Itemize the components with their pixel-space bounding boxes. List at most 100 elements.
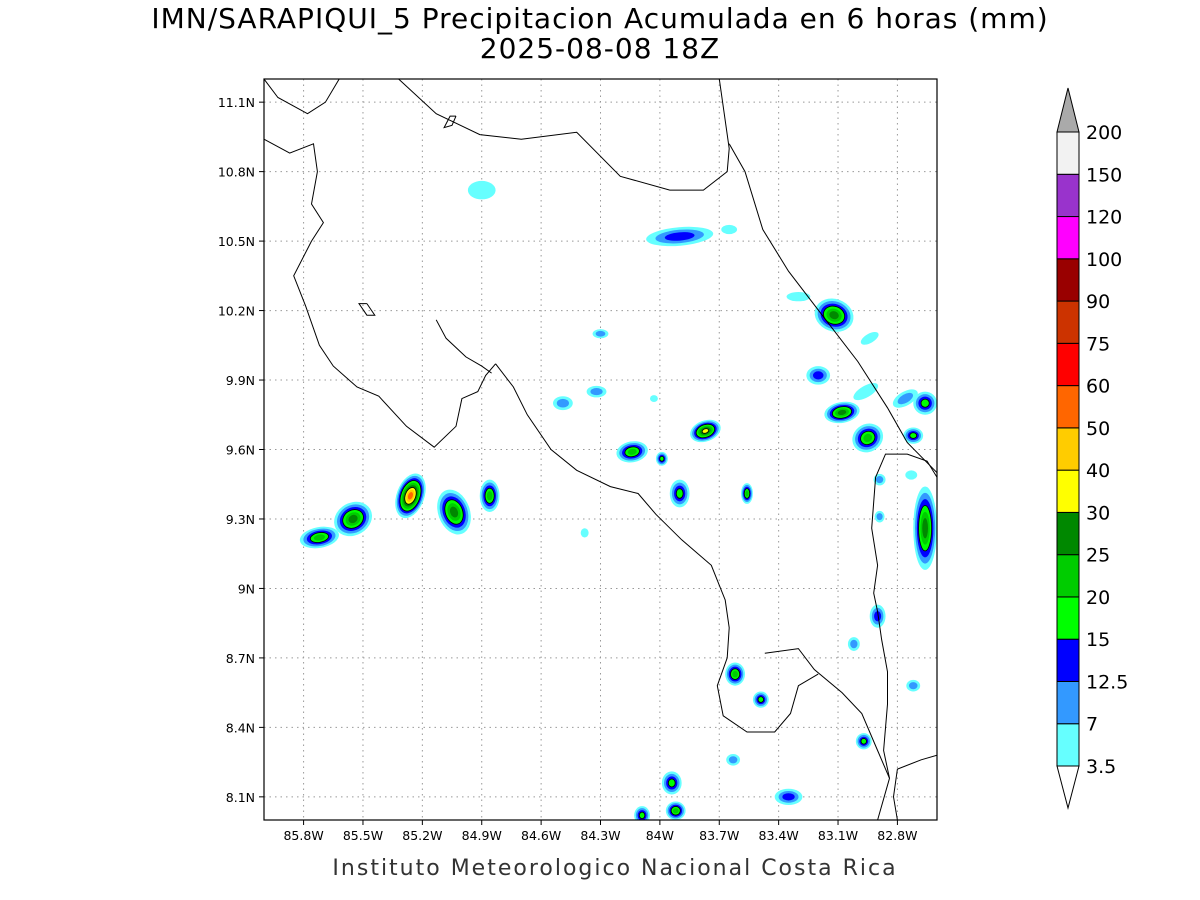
colorbar-label: 15 bbox=[1086, 629, 1110, 651]
colorbar-label: 30 bbox=[1086, 502, 1110, 524]
coastline bbox=[764, 648, 891, 820]
precip-contour bbox=[860, 331, 879, 345]
precip-contour bbox=[863, 433, 873, 443]
precip-cell bbox=[395, 473, 426, 519]
precip-contour bbox=[721, 224, 738, 235]
precip-contour bbox=[732, 670, 738, 678]
precip-cell bbox=[586, 385, 607, 398]
precip-contour bbox=[786, 292, 811, 302]
lon-tick-label: 84.9W bbox=[462, 828, 502, 843]
colorbar-swatch bbox=[1056, 300, 1080, 344]
lat-tick-label: 9N bbox=[238, 581, 255, 596]
precip-contour bbox=[595, 330, 606, 337]
lon-tick-label: 83.7W bbox=[699, 828, 739, 843]
precip-contour bbox=[853, 383, 879, 401]
colorbar-swatch bbox=[1056, 216, 1080, 260]
precip-contour bbox=[675, 488, 684, 499]
precip-contour bbox=[837, 409, 847, 416]
precip-cell bbox=[905, 470, 918, 480]
precip-cell bbox=[869, 604, 886, 628]
coastline bbox=[435, 319, 492, 374]
precip-contour bbox=[449, 506, 459, 518]
lat-tick-label: 10.2N bbox=[218, 304, 255, 319]
precip-cell bbox=[903, 427, 924, 444]
colorbar-label: 20 bbox=[1086, 587, 1110, 609]
colorbar-label: 200 bbox=[1086, 122, 1122, 144]
precip-contour bbox=[860, 738, 867, 745]
precip-contour bbox=[701, 428, 710, 434]
lat-tick-label: 8.1N bbox=[226, 790, 255, 805]
precip-contour bbox=[667, 778, 676, 788]
precip-contour bbox=[659, 455, 665, 462]
precip-contour bbox=[649, 395, 658, 403]
precip-cell bbox=[860, 331, 879, 345]
precip-cell bbox=[873, 473, 886, 486]
precip-contour bbox=[829, 311, 839, 320]
colorbar-swatch bbox=[1056, 723, 1080, 767]
footer-credit: Instituto Meteorologico Nacional Costa R… bbox=[332, 856, 898, 881]
coastline bbox=[495, 363, 819, 733]
lat-tick-label: 9.6N bbox=[226, 443, 255, 458]
colorbar-swatch bbox=[1056, 554, 1080, 598]
precip-cell bbox=[814, 298, 854, 332]
precip-contour bbox=[757, 696, 764, 703]
colorbar-swatch bbox=[1056, 427, 1080, 471]
lon-tick-label: 85.2W bbox=[402, 828, 442, 843]
precip-cell bbox=[913, 391, 937, 415]
colorbar-label: 12.5 bbox=[1086, 671, 1128, 693]
colorbar-label: 75 bbox=[1086, 333, 1110, 355]
precip-cell bbox=[806, 366, 831, 385]
coastline bbox=[892, 754, 937, 820]
coastline bbox=[358, 303, 376, 316]
coastlines bbox=[264, 79, 937, 820]
precip-contour bbox=[580, 528, 589, 538]
coastline bbox=[264, 138, 496, 448]
lat-tick-label: 8.7N bbox=[226, 651, 255, 666]
lon-tick-label: 85.8W bbox=[283, 828, 323, 843]
lat-tick-label: 8.4N bbox=[226, 720, 255, 735]
precip-cell bbox=[741, 483, 753, 504]
lon-tick-label: 85.5W bbox=[343, 828, 383, 843]
precip-contour bbox=[905, 470, 918, 480]
lat-tick-label: 10.8N bbox=[218, 165, 255, 180]
lat-tick-label: 9.9N bbox=[226, 373, 255, 388]
colorbar: 3.5 7 12.5 15 20 25 30 40 50 60 75 90 100 120 150 200 bbox=[1056, 87, 1128, 810]
precip-cell bbox=[634, 806, 650, 820]
precip-cell bbox=[774, 788, 803, 805]
coastline bbox=[728, 143, 937, 474]
precip-contour bbox=[672, 808, 679, 814]
colorbar-swatch bbox=[1056, 385, 1080, 429]
colorbar-label: 7 bbox=[1086, 714, 1098, 736]
axis-ticks: 85.8W 85.5W 85.2W 84.9W 84.6W 84.3W 84W 83.7W 83… bbox=[218, 95, 918, 843]
precip-contour bbox=[627, 448, 637, 455]
precip-cell bbox=[592, 329, 609, 339]
precip-contour bbox=[348, 514, 358, 524]
colorbar-swatch bbox=[1056, 342, 1080, 387]
colorbar-label: 90 bbox=[1086, 291, 1110, 313]
precip-contour bbox=[920, 398, 930, 408]
precip-cell bbox=[913, 486, 937, 570]
colorbar-label: 3.5 bbox=[1086, 756, 1116, 778]
precip-contour bbox=[313, 534, 326, 541]
precip-cell bbox=[725, 662, 745, 686]
precip-contour bbox=[556, 398, 569, 408]
colorbar-label: 25 bbox=[1086, 545, 1110, 567]
chart-subtitle-date: 2025-08-08 18Z bbox=[479, 32, 721, 65]
precip-contours bbox=[299, 180, 937, 820]
precip-contour bbox=[922, 518, 929, 539]
lat-tick-label: 10.5N bbox=[218, 234, 255, 249]
precip-cell bbox=[479, 479, 500, 513]
precip-cell bbox=[661, 771, 682, 795]
precip-contour bbox=[874, 611, 882, 622]
precip-contour bbox=[745, 490, 749, 497]
lon-tick-label: 84.6W bbox=[521, 828, 561, 843]
colorbar-label: 120 bbox=[1086, 207, 1122, 229]
precip-cell bbox=[855, 733, 872, 750]
precip-cell bbox=[874, 510, 885, 523]
precip-cell bbox=[721, 224, 738, 235]
precip-contour bbox=[909, 432, 918, 439]
precip-cell bbox=[726, 754, 741, 766]
colorbar-over-arrow bbox=[1056, 87, 1080, 133]
precip-contour bbox=[728, 756, 738, 764]
